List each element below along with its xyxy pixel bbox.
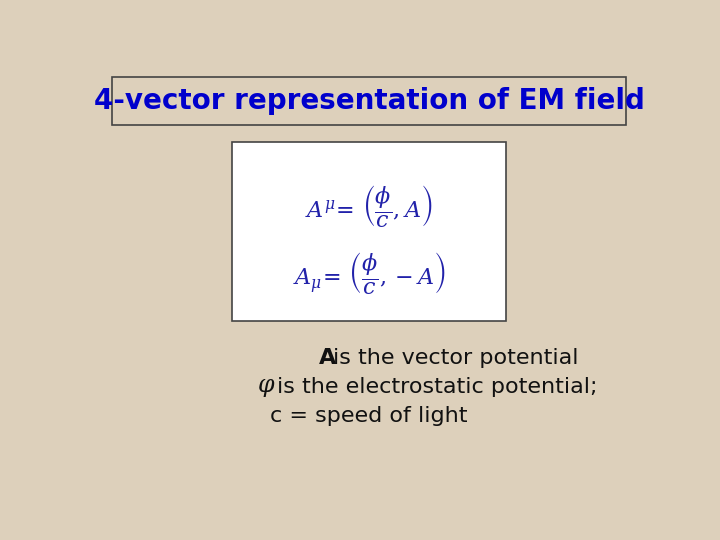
Text: is the electrostatic potential;: is the electrostatic potential; [277, 377, 598, 397]
Text: $A^{\mu}\!=\, \left(\dfrac{\phi}{c},A\right)$: $A^{\mu}\!=\, \left(\dfrac{\phi}{c},A\ri… [305, 183, 433, 229]
Text: $\varphi$: $\varphi$ [256, 375, 275, 399]
Text: c = speed of light: c = speed of light [270, 406, 468, 426]
Text: 4-vector representation of EM field: 4-vector representation of EM field [94, 87, 644, 116]
Text: $A_{\mu}\!=\, \left(\dfrac{\phi}{c},-A\right)$: $A_{\mu}\!=\, \left(\dfrac{\phi}{c},-A\r… [292, 249, 446, 296]
FancyBboxPatch shape [233, 141, 505, 321]
Text: $\mathbf{A}$: $\mathbf{A}$ [318, 348, 337, 368]
Text: is the vector potential: is the vector potential [333, 348, 578, 368]
FancyBboxPatch shape [112, 77, 626, 125]
